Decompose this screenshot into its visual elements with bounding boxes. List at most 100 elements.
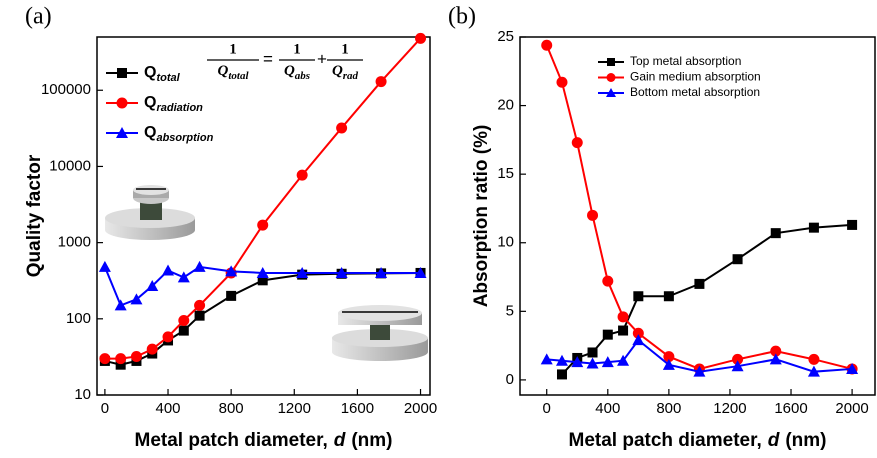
x-label-part: Metal patch diameter, xyxy=(569,430,762,451)
formula-q: Q xyxy=(284,63,295,79)
legend-label: Top metal absorption xyxy=(630,54,741,68)
marker xyxy=(808,222,819,233)
legend-label: Qabsorption xyxy=(144,124,214,144)
x-label-part: d xyxy=(768,430,780,451)
x-tick-label: 1200 xyxy=(713,400,746,417)
marker xyxy=(178,325,189,336)
marker xyxy=(556,369,567,380)
legend-label: Qradiation xyxy=(144,94,203,114)
marker xyxy=(693,365,706,377)
formula-denominator: Qrad xyxy=(332,63,359,81)
marker xyxy=(115,353,127,365)
marker xyxy=(847,219,858,230)
marker xyxy=(632,327,644,339)
marker xyxy=(193,260,206,272)
marker xyxy=(177,271,190,283)
legend-name: Q xyxy=(144,124,156,141)
marker xyxy=(808,353,820,365)
legend-label: Bottom metal absorption xyxy=(630,85,760,99)
marker xyxy=(618,325,629,336)
marker xyxy=(846,362,859,374)
legend-name: Q xyxy=(144,94,156,111)
marker xyxy=(587,209,599,221)
marker xyxy=(663,351,675,363)
legend-marker xyxy=(607,58,615,66)
y-tick-label: 0 xyxy=(506,371,514,388)
marker xyxy=(807,365,820,377)
marker xyxy=(114,299,127,311)
x-tick-label: 400 xyxy=(595,400,620,417)
marker xyxy=(601,356,614,368)
series-line xyxy=(561,223,853,376)
x-label-part: d xyxy=(334,430,346,451)
y-tick-label: 10000 xyxy=(49,157,91,174)
y-tick-label: 5 xyxy=(506,302,514,319)
x-tick-label: 400 xyxy=(156,400,181,417)
legend-marker xyxy=(116,97,128,109)
x-tick-label: 1200 xyxy=(278,400,311,417)
x-tick-label: 2000 xyxy=(404,400,437,417)
formula-sub: rad xyxy=(343,70,359,82)
marker xyxy=(162,264,175,276)
y-tick-label: 1000 xyxy=(58,234,91,251)
legend-label: Gain medium absorption xyxy=(630,70,761,84)
marker xyxy=(178,315,190,327)
marker xyxy=(146,279,159,291)
legend-name: Q xyxy=(144,64,156,81)
y-tick-label: 100000 xyxy=(41,81,91,98)
y-tick-label: 10 xyxy=(74,386,91,403)
y-tick-label: 100 xyxy=(66,310,91,327)
x-label-part: (nm) xyxy=(351,430,392,451)
formula-sub: total xyxy=(228,70,249,82)
legend-subscript: absorption xyxy=(156,132,213,144)
marker xyxy=(99,353,111,365)
marker xyxy=(731,360,744,372)
legend-label: Qtotal xyxy=(144,64,181,84)
legend-subscript: radiation xyxy=(156,102,203,114)
formula-q: Q xyxy=(217,63,228,79)
marker xyxy=(540,353,553,365)
marker xyxy=(256,266,269,278)
x-label-part: (nm) xyxy=(785,430,826,451)
marker xyxy=(586,357,599,369)
x-tick-label: 1600 xyxy=(341,400,374,417)
legend-marker xyxy=(606,88,616,97)
marker xyxy=(336,122,348,134)
x-axis-label: Metal patch diameter, d (nm) xyxy=(569,430,827,451)
plot-frame xyxy=(96,36,431,396)
legend-marker xyxy=(606,73,616,82)
legend-marker xyxy=(116,127,128,138)
inset-large xyxy=(332,305,428,361)
marker xyxy=(146,343,158,355)
x-tick-label: 0 xyxy=(543,400,551,417)
marker xyxy=(602,329,613,340)
formula-sub: abs xyxy=(295,70,310,82)
formula-operator: = xyxy=(263,49,273,68)
marker xyxy=(571,137,583,149)
y-tick-label: 25 xyxy=(497,28,514,45)
marker xyxy=(617,311,629,323)
formula-operator: + xyxy=(317,49,327,68)
formula-denominator: Qtotal xyxy=(217,63,249,81)
inset-small xyxy=(105,185,195,240)
marker xyxy=(335,266,348,278)
marker xyxy=(633,291,644,302)
marker xyxy=(296,169,308,181)
marker xyxy=(98,260,111,272)
marker xyxy=(602,275,614,287)
marker xyxy=(162,331,174,343)
marker xyxy=(115,359,126,370)
marker xyxy=(694,278,705,289)
marker xyxy=(662,358,675,370)
panel-label: (a) xyxy=(25,4,52,30)
marker xyxy=(194,310,205,321)
formula-q: Q xyxy=(332,63,343,79)
x-tick-label: 800 xyxy=(219,400,244,417)
marker xyxy=(414,266,427,278)
marker xyxy=(632,334,645,346)
marker xyxy=(770,228,781,239)
marker xyxy=(556,76,568,88)
marker xyxy=(769,353,782,365)
x-axis-label: Metal patch diameter, d (nm) xyxy=(135,430,393,451)
